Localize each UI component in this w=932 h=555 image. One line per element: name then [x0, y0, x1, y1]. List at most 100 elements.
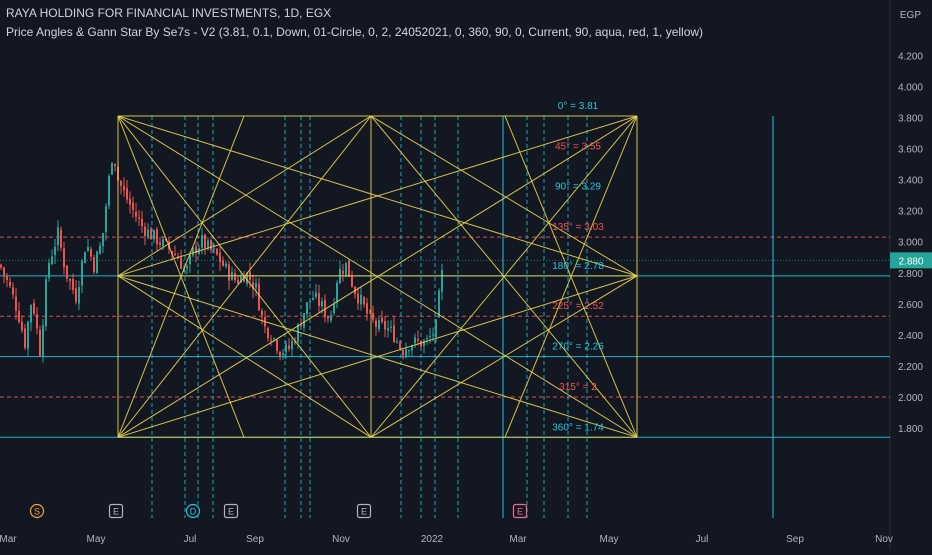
x-tick-label: Sep: [246, 534, 264, 545]
gann-star-line: [370, 275, 638, 438]
x-tick-label: Jul: [184, 534, 197, 545]
candle-body: [261, 310, 263, 316]
candle-body: [24, 328, 26, 348]
candle-body: [210, 240, 212, 250]
gann-level-label: 90° = 3.29: [555, 182, 601, 193]
candle-body: [270, 339, 272, 341]
x-tick-label: Nov: [332, 534, 350, 545]
candle-body: [102, 233, 104, 247]
candle-body: [144, 226, 146, 237]
candle-body: [345, 262, 347, 276]
candle-body: [201, 235, 203, 248]
x-tick-label: Mar: [0, 534, 17, 545]
candle-body: [27, 321, 29, 349]
gann-level-label: 270° = 2.26: [552, 342, 604, 353]
candle-body: [390, 326, 392, 328]
candle-body: [9, 281, 11, 286]
candle-body: [114, 163, 116, 166]
candle-body: [207, 240, 209, 248]
candle-body: [432, 334, 434, 336]
candle-body: [108, 176, 110, 206]
candle-body: [378, 320, 380, 330]
candle-body: [396, 341, 398, 343]
candle-body: [393, 325, 395, 342]
candle-body: [63, 248, 65, 268]
candle-body: [267, 327, 269, 339]
candle-body: [384, 321, 386, 330]
event-badge: [108, 503, 124, 519]
x-tick-label: Jul: [696, 534, 709, 545]
y-tick-label: 3.000: [898, 238, 923, 249]
x-tick-label: 2022: [421, 534, 444, 545]
gann-star-line: [117, 115, 245, 438]
candle-body: [255, 282, 257, 288]
candle-body: [282, 353, 284, 355]
candle-body: [153, 229, 155, 240]
last-price-badge: [890, 252, 932, 269]
candle-body: [336, 282, 338, 302]
candle-body: [291, 340, 293, 350]
event-badge: [223, 503, 239, 519]
candle-body: [123, 185, 125, 191]
candle-body: [216, 248, 218, 255]
candle-body: [54, 246, 56, 256]
y-tick-label: 3.800: [898, 114, 923, 125]
gann-level-label: 0° = 3.81: [558, 101, 599, 112]
gann-star-line: [117, 115, 372, 438]
candle-body: [189, 255, 191, 265]
candle-body: [300, 324, 302, 327]
candle-body: [90, 249, 92, 257]
candle-body: [420, 340, 422, 347]
gann-level-label: 135° = 3.03: [552, 222, 604, 233]
candle-body: [279, 351, 281, 357]
event-badge-label: D: [190, 507, 197, 517]
candle-body: [45, 279, 47, 327]
x-tick-label: May: [87, 534, 106, 545]
candle-body: [438, 290, 440, 318]
candle-body: [435, 319, 437, 337]
candle-body: [399, 342, 401, 349]
candle-body: [69, 278, 71, 281]
x-tick-label: May: [600, 534, 619, 545]
candle-body: [6, 275, 8, 280]
candle-body: [315, 292, 317, 297]
candle-body: [87, 246, 89, 251]
candle-body: [84, 252, 86, 264]
candle-body: [42, 325, 44, 357]
candle-body: [129, 198, 131, 205]
candle-body: [147, 229, 149, 238]
gann-star-line: [117, 115, 638, 277]
gann-level-label: 315° = 2: [559, 382, 597, 393]
candle-body: [411, 345, 413, 351]
candle-body: [132, 202, 134, 210]
candle-body: [348, 260, 350, 277]
candle-body: [162, 238, 164, 247]
candle-body: [306, 302, 308, 315]
gann-level-label: 360° = 1.74: [552, 422, 604, 433]
x-tick-label: Sep: [786, 534, 804, 545]
gann-star-line: [370, 115, 638, 438]
candle-body: [321, 301, 323, 307]
candle-body: [72, 279, 74, 290]
candle-body: [429, 336, 431, 338]
gann-level-label: 225° = 2.52: [552, 301, 604, 312]
candle-body: [327, 316, 329, 319]
candle-body: [351, 276, 353, 287]
candle-body: [372, 313, 374, 320]
candle-body: [258, 283, 260, 311]
candle-body: [195, 246, 197, 254]
candle-body: [369, 311, 371, 313]
candle-body: [204, 234, 206, 249]
candle-body: [288, 345, 290, 349]
candle-body: [213, 248, 215, 250]
y-tick-label: 2.600: [898, 300, 923, 311]
y-tick-label: 2.200: [898, 362, 923, 373]
candle-body: [135, 211, 137, 217]
y-tick-label: 2.000: [898, 393, 923, 404]
candle-body: [126, 188, 128, 200]
candle-body: [180, 257, 182, 269]
candle-body: [330, 315, 332, 321]
chart-title: RAYA HOLDING FOR FINANCIAL INVESTMENTS, …: [6, 6, 332, 20]
y-tick-label: 2.800: [898, 269, 923, 280]
